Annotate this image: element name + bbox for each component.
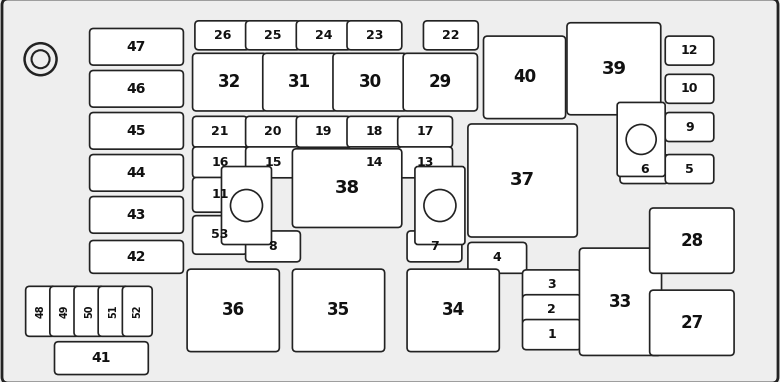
- Text: 42: 42: [126, 250, 147, 264]
- Text: 35: 35: [327, 301, 350, 319]
- FancyBboxPatch shape: [398, 147, 452, 178]
- Text: 38: 38: [335, 179, 360, 197]
- Text: 49: 49: [60, 304, 69, 318]
- FancyBboxPatch shape: [122, 286, 152, 336]
- FancyBboxPatch shape: [193, 53, 267, 111]
- Text: 8: 8: [268, 240, 278, 253]
- Text: 21: 21: [211, 125, 229, 138]
- FancyBboxPatch shape: [523, 270, 581, 300]
- FancyBboxPatch shape: [296, 21, 351, 50]
- Text: 9: 9: [685, 120, 694, 134]
- Text: 28: 28: [680, 231, 704, 250]
- FancyBboxPatch shape: [347, 21, 402, 50]
- FancyBboxPatch shape: [468, 243, 526, 273]
- Text: 39: 39: [601, 60, 626, 78]
- Text: 18: 18: [366, 125, 383, 138]
- Text: 43: 43: [127, 208, 146, 222]
- Text: 5: 5: [685, 162, 694, 176]
- FancyBboxPatch shape: [398, 117, 452, 147]
- FancyBboxPatch shape: [665, 74, 714, 103]
- Text: 52: 52: [133, 304, 142, 318]
- Text: 6: 6: [640, 162, 649, 176]
- FancyBboxPatch shape: [292, 149, 402, 227]
- FancyBboxPatch shape: [424, 21, 478, 50]
- FancyBboxPatch shape: [347, 147, 402, 178]
- Text: 22: 22: [442, 29, 459, 42]
- FancyBboxPatch shape: [187, 269, 279, 351]
- FancyBboxPatch shape: [415, 167, 465, 244]
- Circle shape: [24, 43, 57, 75]
- FancyBboxPatch shape: [665, 36, 714, 65]
- Text: 12: 12: [681, 44, 698, 57]
- FancyBboxPatch shape: [55, 342, 148, 374]
- Text: 26: 26: [214, 29, 231, 42]
- Text: 53: 53: [211, 228, 229, 241]
- FancyBboxPatch shape: [193, 147, 247, 178]
- Text: 30: 30: [359, 73, 381, 91]
- FancyBboxPatch shape: [90, 29, 183, 65]
- FancyBboxPatch shape: [650, 290, 734, 355]
- FancyBboxPatch shape: [292, 269, 385, 351]
- FancyBboxPatch shape: [246, 231, 300, 262]
- FancyBboxPatch shape: [407, 231, 462, 262]
- FancyBboxPatch shape: [246, 21, 300, 50]
- FancyBboxPatch shape: [523, 295, 581, 325]
- Text: 4: 4: [493, 251, 502, 264]
- Text: 25: 25: [264, 29, 282, 42]
- Text: 47: 47: [127, 40, 146, 54]
- FancyBboxPatch shape: [193, 216, 247, 254]
- Text: 24: 24: [315, 29, 332, 42]
- Text: 17: 17: [417, 125, 434, 138]
- FancyBboxPatch shape: [347, 117, 402, 147]
- Text: 11: 11: [211, 188, 229, 201]
- FancyBboxPatch shape: [333, 53, 407, 111]
- Text: 23: 23: [366, 29, 383, 42]
- Circle shape: [31, 50, 50, 68]
- FancyBboxPatch shape: [403, 53, 477, 111]
- Text: 41: 41: [92, 351, 112, 365]
- Text: 7: 7: [430, 240, 439, 253]
- FancyBboxPatch shape: [90, 113, 183, 149]
- Text: 29: 29: [429, 73, 452, 91]
- FancyBboxPatch shape: [650, 208, 734, 273]
- Text: 44: 44: [126, 166, 147, 180]
- FancyBboxPatch shape: [98, 286, 128, 336]
- FancyBboxPatch shape: [580, 248, 661, 355]
- Text: 32: 32: [218, 73, 241, 91]
- FancyBboxPatch shape: [296, 117, 351, 147]
- Text: 37: 37: [510, 172, 535, 189]
- Text: 48: 48: [36, 304, 45, 318]
- FancyBboxPatch shape: [665, 155, 714, 183]
- Text: 10: 10: [681, 82, 698, 96]
- Text: 14: 14: [366, 156, 383, 169]
- Text: 16: 16: [211, 156, 229, 169]
- Circle shape: [626, 125, 656, 154]
- FancyBboxPatch shape: [263, 53, 337, 111]
- Text: 20: 20: [264, 125, 282, 138]
- FancyBboxPatch shape: [193, 117, 247, 147]
- FancyBboxPatch shape: [246, 117, 300, 147]
- Circle shape: [230, 189, 263, 222]
- FancyBboxPatch shape: [50, 286, 80, 336]
- Text: 45: 45: [126, 124, 147, 138]
- Circle shape: [424, 189, 456, 222]
- Text: 50: 50: [84, 304, 94, 318]
- Text: 33: 33: [609, 293, 632, 311]
- FancyBboxPatch shape: [193, 178, 247, 212]
- FancyBboxPatch shape: [90, 71, 183, 107]
- Text: 51: 51: [108, 304, 118, 318]
- FancyBboxPatch shape: [407, 269, 499, 351]
- FancyBboxPatch shape: [222, 167, 271, 244]
- Text: 46: 46: [127, 82, 146, 96]
- Text: 1: 1: [548, 328, 556, 341]
- FancyBboxPatch shape: [90, 155, 183, 191]
- FancyBboxPatch shape: [26, 286, 55, 336]
- Text: 15: 15: [264, 156, 282, 169]
- Text: 13: 13: [417, 156, 434, 169]
- FancyBboxPatch shape: [90, 197, 183, 233]
- Text: 19: 19: [315, 125, 332, 138]
- FancyBboxPatch shape: [567, 23, 661, 115]
- Text: 27: 27: [680, 314, 704, 332]
- FancyBboxPatch shape: [617, 102, 665, 176]
